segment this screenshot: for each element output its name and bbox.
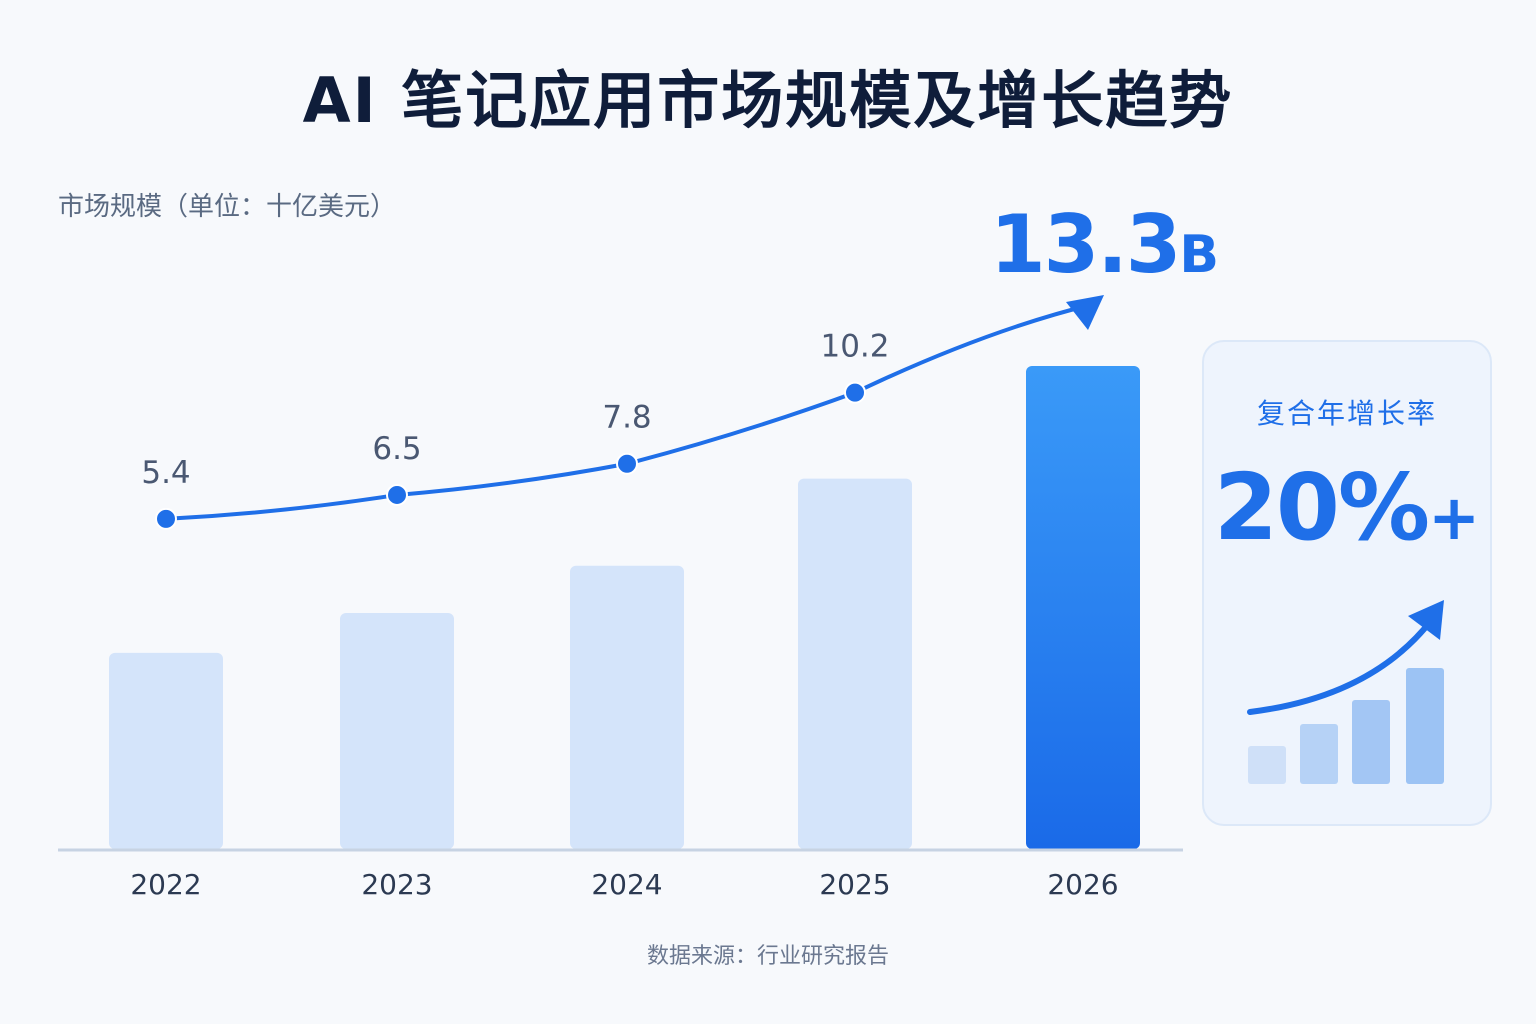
bar-2022 xyxy=(109,652,223,849)
x-tick-label: 2024 xyxy=(591,868,662,901)
x-tick-label: 2026 xyxy=(1047,868,1118,901)
bar-2024 xyxy=(570,565,684,849)
highlight-value: 13.3B xyxy=(990,198,1250,291)
highlight-unit: B xyxy=(1179,225,1220,285)
chart-title: AI 笔记应用市场规模及增长趋势 xyxy=(302,64,1234,137)
trend-point-2025 xyxy=(844,381,866,404)
trend-line-group xyxy=(155,295,1104,530)
cagr-value: 20%+ xyxy=(1204,454,1490,561)
chart-plot: 2022 2023 2024 2025 2026 5.4 6.5 7.8 10.2 xyxy=(58,295,1183,901)
x-tick-labels: 2022 2023 2024 2025 2026 xyxy=(130,868,1118,901)
x-tick-label: 2025 xyxy=(819,868,890,901)
data-source-note: 数据来源：行业研究报告 xyxy=(646,944,889,969)
data-label-2024: 7.8 xyxy=(602,400,651,436)
data-label-2025: 10.2 xyxy=(820,329,889,365)
y-axis-unit-label: 市场规模（单位：十亿美元） xyxy=(58,192,397,222)
trend-point-2024 xyxy=(616,452,638,475)
cagr-title: 复合年增长率 xyxy=(1256,397,1437,430)
growth-chart-icon xyxy=(1247,600,1444,784)
trend-point-2023 xyxy=(386,483,408,506)
cagr-card: 复合年增长率 20%+ xyxy=(1202,340,1492,826)
bar-group xyxy=(109,366,1140,849)
cagr-number: 20% xyxy=(1213,454,1430,561)
data-label-2023: 6.5 xyxy=(372,431,421,467)
bar-2026 xyxy=(1026,366,1140,849)
bar-2023 xyxy=(340,612,454,849)
data-label-2022: 5.4 xyxy=(141,455,190,491)
x-tick-label: 2023 xyxy=(361,868,432,901)
highlight-number: 13.3 xyxy=(990,198,1181,291)
bar-2025 xyxy=(798,478,912,849)
trend-point-2022 xyxy=(155,507,177,530)
data-labels: 5.4 6.5 7.8 10.2 xyxy=(141,329,889,491)
trend-arrow-head xyxy=(1066,295,1104,330)
x-tick-label: 2022 xyxy=(130,868,201,901)
cagr-suffix: + xyxy=(1428,481,1481,554)
